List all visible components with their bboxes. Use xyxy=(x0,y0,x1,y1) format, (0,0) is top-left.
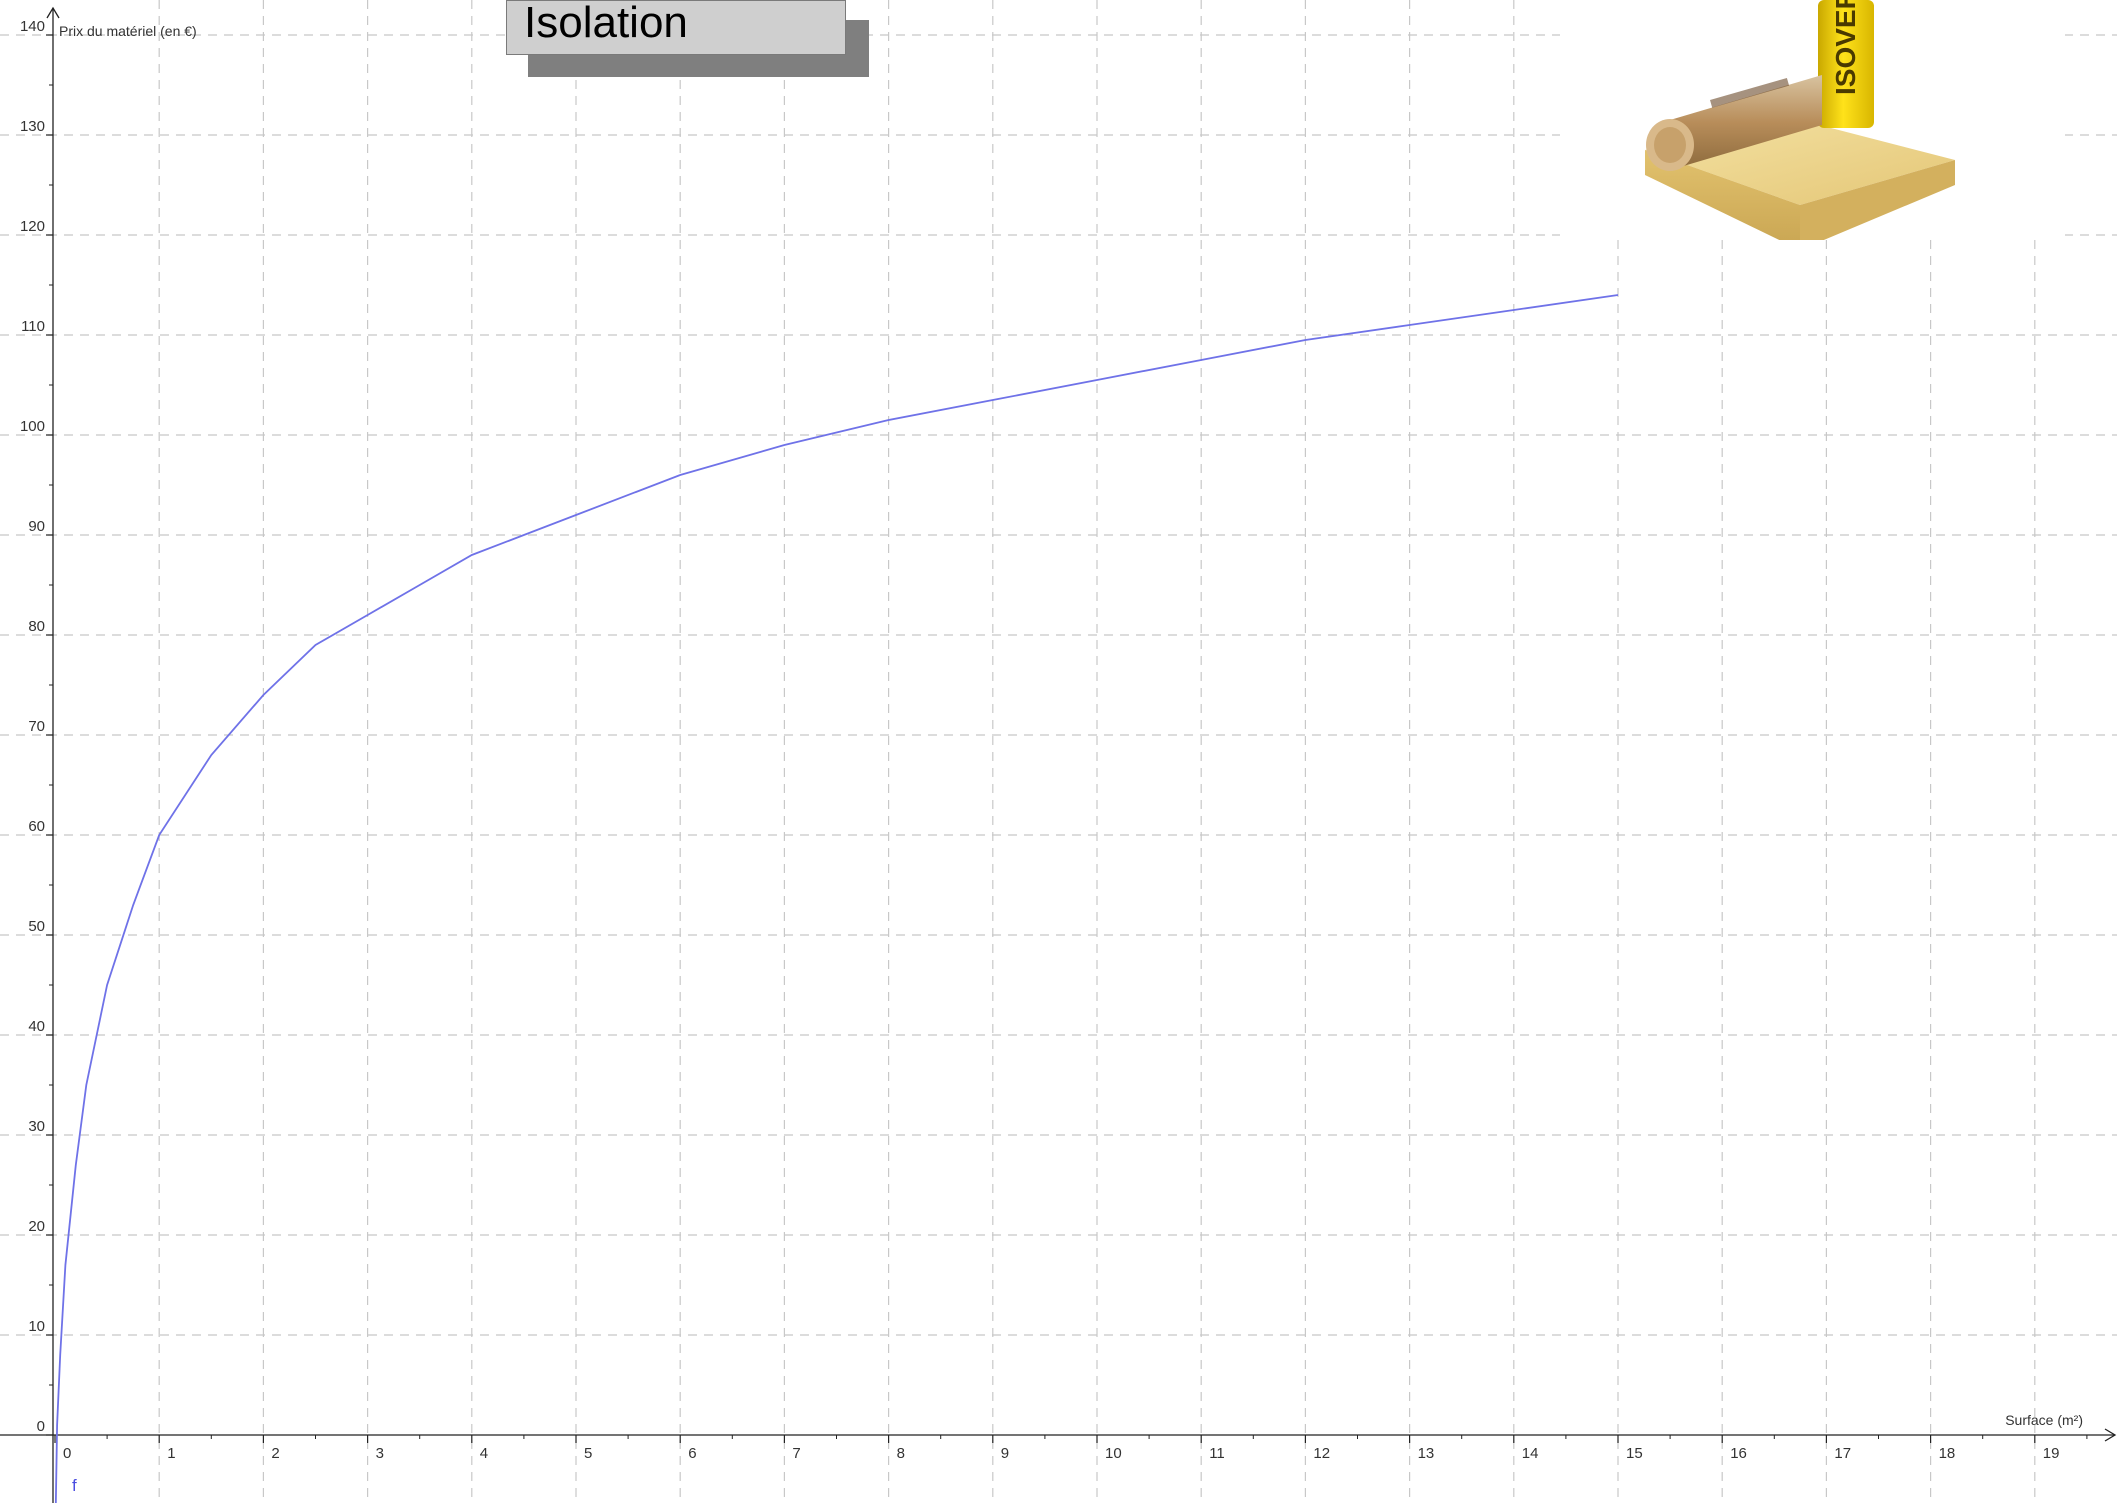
y-tick-label: 40 xyxy=(28,1018,45,1035)
y-tick-label: 30 xyxy=(28,1118,45,1135)
series-curve-f xyxy=(54,294,1619,1503)
vertical-gridlines xyxy=(158,0,2036,1503)
y-tick-label: 60 xyxy=(28,818,45,835)
x-tick-label: 6 xyxy=(688,1445,696,1462)
y-tick-marks xyxy=(46,34,53,1436)
y-tick-labels: 0 10 20 30 40 50 60 70 80 90 100 110 120 130 140 xyxy=(20,18,45,1435)
y-tick-label: 130 xyxy=(20,118,45,135)
x-tick-label: 0 xyxy=(63,1445,71,1462)
x-tick-labels: 0 1 2 3 4 5 6 7 8 9 10 11 12 13 14 15 16 17 18 19 xyxy=(63,1445,2059,1462)
x-axis-arrow xyxy=(2104,1428,2117,1442)
x-tick-label: 14 xyxy=(1522,1445,1539,1462)
y-tick-label: 140 xyxy=(20,18,45,35)
y-axis-arrow xyxy=(46,6,60,19)
brand-logo-text: ISOVER xyxy=(1830,0,1861,95)
x-tick-label: 19 xyxy=(2043,1445,2060,1462)
x-tick-label: 18 xyxy=(1939,1445,1956,1462)
y-tick-label: 100 xyxy=(20,418,45,435)
x-tick-label: 2 xyxy=(271,1445,279,1462)
x-tick-marks xyxy=(54,1435,2088,1443)
y-tick-label: 80 xyxy=(28,618,45,635)
y-tick-label: 70 xyxy=(28,718,45,735)
x-tick-label: 12 xyxy=(1313,1445,1330,1462)
x-tick-label: 5 xyxy=(584,1445,592,1462)
x-tick-label: 13 xyxy=(1418,1445,1435,1462)
x-tick-label: 3 xyxy=(376,1445,384,1462)
y-tick-label: 120 xyxy=(20,218,45,235)
x-tick-label: 9 xyxy=(1001,1445,1009,1462)
y-tick-label: 10 xyxy=(28,1318,45,1335)
x-tick-label: 1 xyxy=(167,1445,175,1462)
x-axis-title: Surface (m²) xyxy=(2005,1412,2083,1428)
y-tick-label: 0 xyxy=(37,1418,45,1435)
y-tick-label: 50 xyxy=(28,918,45,935)
series-label-f: f xyxy=(72,1476,77,1495)
x-tick-label: 7 xyxy=(792,1445,800,1462)
x-tick-label: 10 xyxy=(1105,1445,1122,1462)
x-tick-label: 8 xyxy=(897,1445,905,1462)
y-tick-label: 110 xyxy=(21,318,45,335)
insulation-product-image: ISOVER xyxy=(1560,0,2065,250)
y-tick-label: 20 xyxy=(28,1218,45,1235)
y-tick-label: 90 xyxy=(28,518,45,535)
x-tick-label: 15 xyxy=(1626,1445,1643,1462)
x-tick-label: 11 xyxy=(1209,1445,1225,1462)
x-tick-label: 4 xyxy=(480,1445,488,1462)
y-axis-title: Prix du matériel (en €) xyxy=(59,23,197,39)
x-tick-label: 16 xyxy=(1730,1445,1747,1462)
x-tick-label: 17 xyxy=(1834,1445,1851,1462)
page-title: Isolation xyxy=(506,0,846,55)
